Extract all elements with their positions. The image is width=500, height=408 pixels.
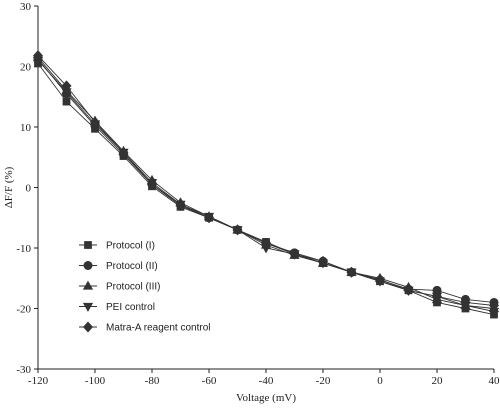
series-2 (33, 54, 499, 307)
x-tick-label: -80 (145, 375, 160, 387)
data-point (289, 248, 300, 260)
y-tick-label: 20 (20, 62, 32, 74)
x-tick-label: 40 (489, 375, 500, 387)
y-tick-label: -20 (16, 304, 31, 316)
x-tick-label: -120 (28, 375, 49, 387)
series-layer (32, 50, 500, 319)
data-point (260, 237, 272, 249)
y-tick-label: 10 (20, 122, 32, 134)
data-point (431, 290, 443, 302)
data-point (62, 97, 71, 106)
legend-item: Protocol (III) (79, 280, 160, 293)
series-line (37, 60, 495, 312)
legend-item: Matra-A reagent control (79, 321, 211, 334)
data-point (146, 179, 158, 190)
data-point (89, 116, 101, 128)
legend-label: Protocol (I) (106, 241, 155, 252)
y-axis-title: ΔF/F (%) (3, 166, 15, 208)
legend-label: Protocol (II) (106, 261, 158, 272)
y-tick-label: 30 (20, 1, 32, 13)
data-point (203, 212, 215, 224)
data-point (374, 274, 386, 285)
series-1 (34, 59, 498, 319)
data-point (346, 266, 357, 278)
x-tick-label: -20 (316, 375, 331, 387)
legend-marker (83, 260, 93, 270)
x-tick-label: 0 (377, 375, 383, 387)
data-point (32, 50, 44, 62)
data-point (232, 224, 243, 236)
series-3 (32, 52, 500, 313)
data-point (488, 300, 500, 311)
x-tick-label: -40 (259, 375, 274, 387)
data-point (118, 146, 129, 158)
data-point (460, 297, 471, 308)
legend-item: Protocol (I) (79, 241, 155, 252)
x-axis-title: Voltage (mV) (236, 392, 296, 404)
x-axis-ticks: -120 -100 -80 -60 -40 -20 0 20 40 (28, 369, 500, 387)
x-tick-label: -100 (85, 375, 106, 387)
y-tick-label: -30 (16, 364, 31, 376)
legend-label: Matra-A reagent control (106, 323, 211, 334)
y-axis-ticks: -30 -20 -10 0 10 20 30 (16, 1, 38, 376)
legend: Protocol (I) Protocol (II) Protocol (III) P… (79, 241, 211, 334)
data-point (317, 255, 329, 267)
y-tick-label: 0 (26, 183, 32, 195)
legend-marker (82, 280, 94, 290)
legend-marker (84, 241, 92, 249)
series-line (37, 63, 495, 316)
axes (37, 6, 494, 370)
legend-label: Protocol (III) (106, 282, 160, 293)
data-point (403, 284, 414, 296)
data-point (175, 200, 186, 212)
x-tick-label: 20 (432, 375, 444, 387)
y-tick-label: -10 (16, 243, 31, 255)
series-4 (32, 56, 500, 317)
data-point (61, 80, 72, 92)
legend-marker (82, 321, 94, 333)
legend-item: Protocol (II) (79, 260, 158, 272)
series-5 (32, 50, 500, 311)
x-tick-label: -60 (202, 375, 217, 387)
legend-item: PEI control (79, 302, 155, 313)
legend-label: PEI control (106, 302, 155, 313)
legend-marker (82, 302, 94, 312)
